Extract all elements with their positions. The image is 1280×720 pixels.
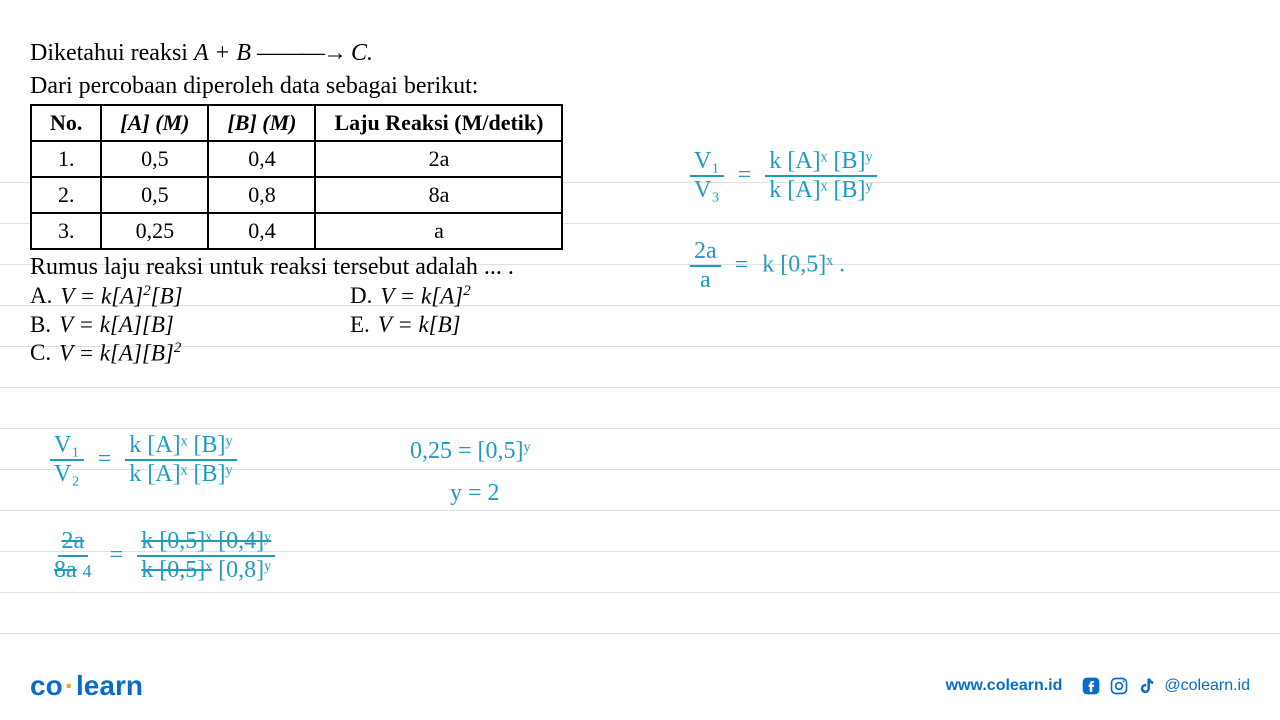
social-handle: @colearn.id — [1164, 677, 1250, 695]
option-d: D. V = k[A]2 — [350, 283, 610, 310]
table-row: 1. 0,5 0,4 2a — [31, 141, 562, 177]
reaction-rhs: C. — [351, 40, 373, 66]
table-row: 2. 0,5 0,8 8a — [31, 177, 562, 213]
social-icons: @colearn.id — [1080, 675, 1250, 697]
option-c: C. V = k[A][B]2 — [30, 340, 350, 367]
data-table: No. [A] (M) [B] (M) Laju Reaksi (M/detik… — [30, 104, 563, 250]
option-a: A. V = k[A]2[B] — [30, 283, 350, 310]
handwriting-mid-1: 0,25 = [0,5]ʸ — [410, 438, 531, 465]
th-b: [B] (M) — [208, 105, 315, 141]
instagram-icon — [1108, 675, 1130, 697]
table-row: 3. 0,25 0,4 a — [31, 213, 562, 249]
handwriting-mid-2: y = 2 — [450, 480, 500, 507]
handwriting-left-2: 2a 8a 4 = k [0,5]ˣ [0,4]ʸ k [0,5]ˣ [0,8]… — [50, 528, 275, 584]
reaction-arrow: ———→ — [257, 40, 345, 67]
logo: co·learn — [30, 670, 143, 702]
tiktok-icon — [1136, 675, 1158, 697]
facebook-icon — [1080, 675, 1102, 697]
problem-line-1: Diketahui reaksi A + B ———→ C. — [30, 40, 1250, 67]
line1-prefix: Diketahui reaksi — [30, 40, 194, 66]
question-text: Rumus laju reaksi untuk reaksi tersebut … — [30, 254, 1250, 281]
footer-url: www.colearn.id — [946, 677, 1063, 695]
th-a: [A] (M) — [101, 105, 208, 141]
th-no: No. — [31, 105, 101, 141]
answer-options: A. V = k[A]2[B] D. V = k[A]2 B. V = k[A]… — [30, 283, 1250, 366]
handwriting-left-1: V₁ V₂ = k [A]ˣ [B]ʸ k [A]ˣ [B]ʸ — [50, 432, 237, 488]
problem-line-2: Dari percobaan diperoleh data sebagai be… — [30, 73, 1250, 100]
option-e: E. V = k[B] — [350, 312, 610, 338]
th-rate: Laju Reaksi (M/detik) — [315, 105, 562, 141]
option-b: B. V = k[A][B] — [30, 312, 350, 338]
table-header-row: No. [A] (M) [B] (M) Laju Reaksi (M/detik… — [31, 105, 562, 141]
reaction-lhs: A + B — [194, 40, 251, 66]
footer: co·learn www.colearn.id @colearn.id — [0, 670, 1280, 702]
